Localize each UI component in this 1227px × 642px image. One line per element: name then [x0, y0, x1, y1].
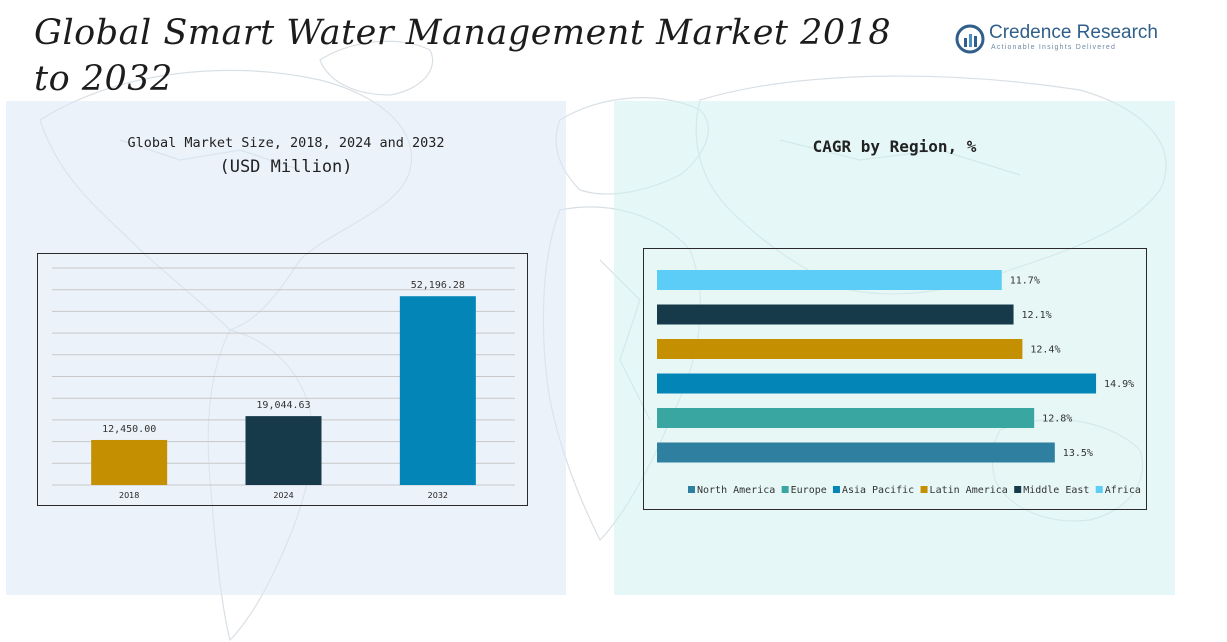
data-label-latin-america: 12.4% — [1030, 345, 1060, 356]
brand-tagline: Actionable Insights Delivered — [991, 44, 1117, 51]
data-label-2024: 19,044.63 — [256, 400, 310, 411]
legend-swatch-asia-pacific — [832, 486, 840, 493]
bar-asia-pacific — [657, 373, 1097, 394]
bar-2032 — [399, 296, 476, 485]
bar-2024 — [245, 416, 322, 485]
brand-logo-block: Credence Research Actionable Insights De… — [955, 22, 1158, 56]
legend-swatch-latin-america — [920, 486, 928, 493]
legend-label-latin-america: Latin America — [930, 485, 1008, 496]
market-size-chart-svg: 12,450.00 2018 19,044.63 2024 52,196.28 2032 — [52, 267, 515, 500]
x-tick-2018: 2018 — [119, 491, 139, 500]
market-size-title: Global Market Size, 2018, 2024 and 2032 — [127, 135, 445, 151]
credence-logo-icon — [955, 24, 985, 54]
legend-swatch-africa — [1095, 486, 1103, 493]
data-label-asia-pacific: 14.9% — [1104, 379, 1134, 390]
legend-swatch-europe — [781, 486, 789, 493]
market-size-chart: 12,450.00 2018 19,044.63 2024 52,196.28 2032 — [37, 253, 528, 506]
bar-europe — [657, 408, 1035, 428]
bar-middle-east — [657, 304, 1014, 325]
x-tick-2032: 2032 — [428, 491, 448, 500]
legend-label-asia-pacific: Asia Pacific — [842, 485, 914, 496]
legend-label-north-america: North America — [697, 485, 775, 496]
data-label-2032: 52,196.28 — [411, 280, 465, 291]
data-label-north-america: 13.5% — [1063, 448, 1093, 459]
bar-north-america — [657, 442, 1055, 463]
x-tick-2024: 2024 — [273, 491, 293, 500]
page-title: Global Smart Water Management Market 201… — [34, 13, 892, 99]
bar-2018 — [91, 439, 168, 485]
cagr-chart-svg: 13.5% 12.8% 14.9% 12.4% 12.1% 11.7% North Amer… — [657, 270, 1141, 496]
legend-swatch-middle-east — [1014, 486, 1022, 493]
cagr-title: CAGR by Region, % — [812, 137, 977, 156]
legend-label-africa: Africa — [1105, 485, 1141, 496]
market-size-unit: (USD Million) — [219, 157, 353, 177]
legend-swatch-north-america — [688, 486, 695, 493]
bar-africa — [657, 270, 1002, 290]
legend-label-middle-east: Middle East — [1023, 485, 1089, 496]
legend-label-europe: Europe — [791, 485, 827, 496]
bar-latin-america — [657, 339, 1023, 359]
data-label-2018: 12,450.00 — [102, 424, 156, 435]
data-label-europe: 12.8% — [1042, 414, 1072, 425]
data-label-middle-east: 12.1% — [1022, 310, 1052, 321]
cagr-chart: 13.5% 12.8% 14.9% 12.4% 12.1% 11.7% North Amer… — [643, 248, 1147, 510]
brand-name: Credence Research — [989, 22, 1158, 43]
data-label-africa: 11.7% — [1010, 276, 1040, 287]
